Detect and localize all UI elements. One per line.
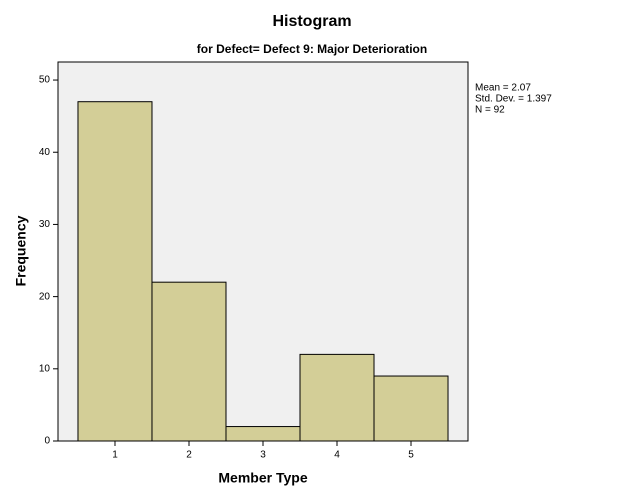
bar bbox=[77, 101, 153, 442]
bar bbox=[373, 375, 449, 442]
x-tick-label: 3 bbox=[260, 450, 266, 461]
chart-subtitle: for Defect= Defect 9: Major Deterioratio… bbox=[197, 42, 427, 56]
y-axis-label: Frequency bbox=[13, 215, 29, 286]
stat-annotation: Std. Dev. = 1.397 bbox=[475, 94, 552, 105]
x-tick-label: 2 bbox=[186, 450, 192, 461]
y-tick-label: 0 bbox=[44, 436, 50, 447]
bar bbox=[225, 426, 301, 442]
stat-annotation: Mean = 2.07 bbox=[475, 83, 531, 94]
y-tick-label: 10 bbox=[39, 363, 51, 374]
y-tick-label: 30 bbox=[39, 219, 51, 230]
x-tick-label: 5 bbox=[408, 450, 414, 461]
chart-title: Histogram bbox=[272, 13, 351, 30]
x-tick-label: 4 bbox=[334, 450, 340, 461]
stat-annotation: N = 92 bbox=[475, 105, 505, 116]
y-tick-label: 40 bbox=[39, 147, 51, 158]
bar bbox=[151, 281, 227, 442]
y-tick-label: 20 bbox=[39, 291, 51, 302]
y-tick-label: 50 bbox=[39, 75, 51, 86]
bar bbox=[299, 353, 375, 442]
x-axis-label: Member Type bbox=[218, 470, 307, 486]
x-tick-label: 1 bbox=[112, 450, 118, 461]
